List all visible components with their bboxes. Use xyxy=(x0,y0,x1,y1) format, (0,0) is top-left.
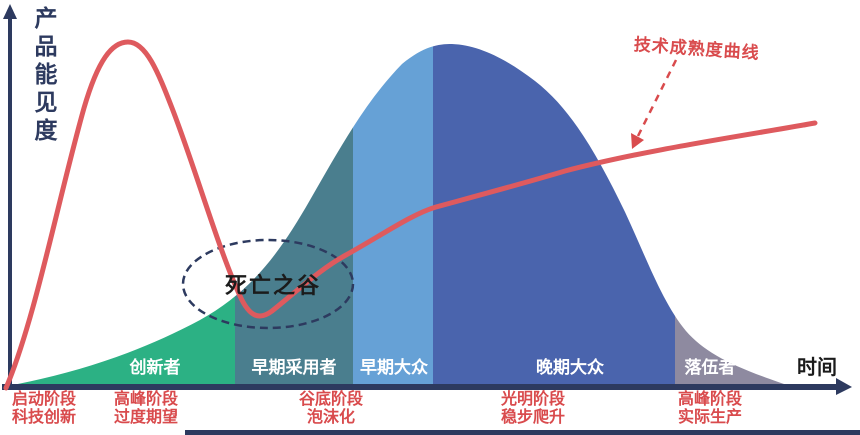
bottom-border-line xyxy=(185,430,860,435)
x-axis-label: 时间 xyxy=(797,355,837,379)
x-axis-line xyxy=(2,384,838,390)
callout-arrow-line xyxy=(636,59,678,137)
segment-label-late-majority: 晚期大众 xyxy=(536,358,604,378)
y-axis-line xyxy=(8,16,12,388)
y-axis-arrow-icon xyxy=(3,4,17,19)
segment-label-innovators: 创新者 xyxy=(129,358,181,378)
callout-arrow-head-icon xyxy=(631,133,644,149)
phase-label-line2: 科技创新 xyxy=(11,407,76,426)
phase-label-plateau: 高峰阶段 实际生产 xyxy=(655,390,765,426)
hype-cycle-curve xyxy=(3,39,818,391)
segment-label-early-majority: 早期大众 xyxy=(360,358,428,378)
phase-label-trough: 谷底阶段 泡沫化 xyxy=(276,390,386,426)
phase-label-line2: 泡沫化 xyxy=(306,407,355,426)
phase-label-line2: 过度期望 xyxy=(113,407,178,426)
phase-label-line2: 实际生产 xyxy=(677,407,742,426)
segment-label-early-adopters: 早期采用者 xyxy=(251,358,337,378)
phase-label-line1: 谷底阶段 xyxy=(298,389,363,408)
valley-of-death-label: 死亡之谷 xyxy=(224,274,321,299)
phase-label-line1: 启动阶段 xyxy=(11,389,76,408)
phase-label-trigger: 启动阶段 科技创新 xyxy=(0,390,99,426)
phase-label-line1: 光明阶段 xyxy=(500,389,565,408)
phase-label-peak: 高峰阶段 过度期望 xyxy=(91,390,201,426)
y-axis-label: 产品能见度 xyxy=(30,6,56,146)
segment-label-laggards: 落伍者 xyxy=(684,358,736,378)
phase-label-line1: 高峰阶段 xyxy=(677,389,742,408)
valley-of-death-ellipse xyxy=(181,238,355,330)
phase-label-line1: 高峰阶段 xyxy=(113,389,178,408)
phase-label-line2: 稳步爬升 xyxy=(500,407,565,426)
phase-label-slope: 光明阶段 稳步爬升 xyxy=(478,390,588,426)
x-axis-arrow-icon xyxy=(836,378,852,395)
